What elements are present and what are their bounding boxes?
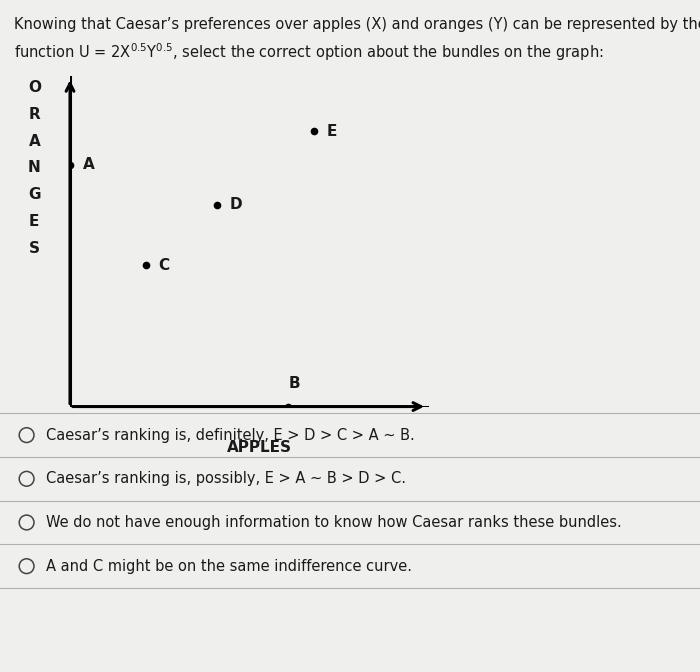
Text: G: G	[28, 187, 41, 202]
Text: APPLES: APPLES	[227, 440, 291, 455]
Text: N: N	[28, 161, 41, 175]
Text: Caesar’s ranking is, definitely, E > D > C > A ∼ B.: Caesar’s ranking is, definitely, E > D >…	[46, 427, 414, 443]
Text: E: E	[29, 214, 39, 229]
Text: Caesar’s ranking is, possibly, E > A ∼ B > D > C.: Caesar’s ranking is, possibly, E > A ∼ B…	[46, 471, 405, 487]
Text: B: B	[288, 376, 300, 390]
Text: We do not have enough information to know how Caesar ranks these bundles.: We do not have enough information to kno…	[46, 515, 622, 530]
Text: A: A	[29, 134, 40, 149]
Text: A and C might be on the same indifference curve.: A and C might be on the same indifferenc…	[46, 558, 412, 574]
Text: A: A	[83, 157, 94, 172]
Text: E: E	[326, 124, 337, 138]
Text: D: D	[230, 198, 242, 212]
Text: C: C	[158, 258, 169, 273]
Text: S: S	[29, 241, 40, 256]
Text: function U = 2X$^{0.5}$Y$^{0.5}$, select the correct option about the bundles on: function U = 2X$^{0.5}$Y$^{0.5}$, select…	[14, 42, 603, 63]
Text: O: O	[28, 80, 41, 95]
Text: Knowing that Caesar’s preferences over apples (X) and oranges (Y) can be represe: Knowing that Caesar’s preferences over a…	[14, 17, 700, 32]
Text: R: R	[29, 107, 40, 122]
